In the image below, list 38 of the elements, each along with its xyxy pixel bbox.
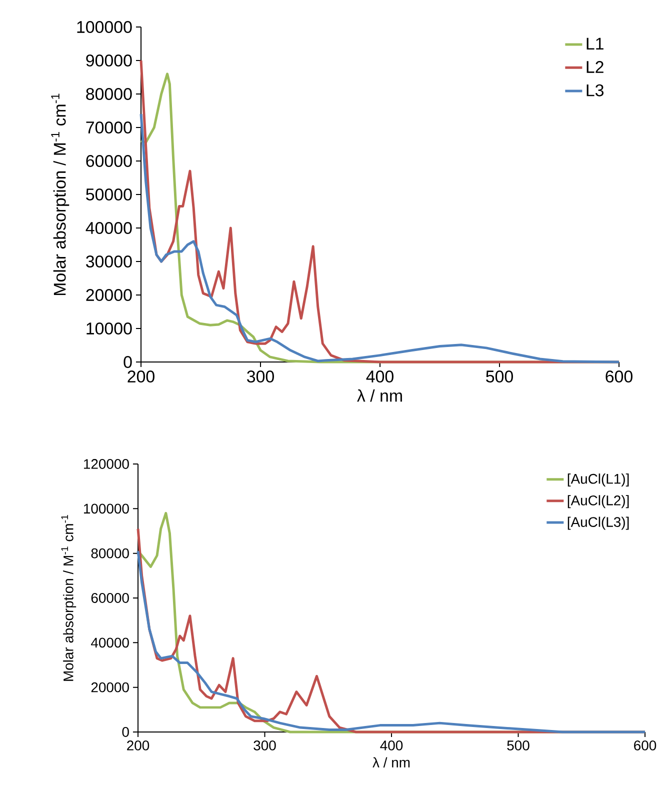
x-tick-label: 200 <box>127 740 150 750</box>
x-tick-label: 300 <box>254 740 276 750</box>
y-tick-label: 120000 <box>84 459 129 469</box>
legend-label: L2 <box>586 61 604 73</box>
legend-label: L1 <box>586 38 604 50</box>
y-tick-label: 60000 <box>91 593 129 603</box>
y-axis-title: Molar absorption / M$^{-1}$ cm$^{-1}$ <box>61 514 76 681</box>
x-tick-label: 500 <box>486 370 513 383</box>
y-tick-label: 100000 <box>84 504 129 514</box>
y-tick-label: 30000 <box>86 255 132 268</box>
x-tick-label: 300 <box>247 370 274 383</box>
y-tick-label: 60000 <box>86 154 132 167</box>
y-tick-label: 100000 <box>77 20 132 33</box>
legend-label: [AuCl(L3)] <box>568 516 629 530</box>
legend-label: [AuCl(L2)] <box>568 495 629 508</box>
x-tick-label: 400 <box>366 370 394 383</box>
x-tick-label: 400 <box>380 740 403 750</box>
x-tick-label: 200 <box>128 370 154 383</box>
x-tick-label: 600 <box>634 740 656 750</box>
x-tick-label: 600 <box>606 370 632 383</box>
x-axis-title: λ / nm <box>357 389 402 402</box>
y-axis-title: Molar absorption / M$^{-1}$ cm$^{-1}$ <box>51 94 70 295</box>
y-tick-label: 50000 <box>86 188 132 200</box>
y-tick-label: 40000 <box>91 638 129 648</box>
y-tick-label: 0 <box>124 356 132 368</box>
legend-label: L3 <box>586 84 604 96</box>
x-axis-title: λ / nm <box>372 757 410 768</box>
legend-label: [AuCl(L1)] <box>568 474 629 487</box>
y-tick-label: 90000 <box>86 54 132 66</box>
x-tick-label: 500 <box>507 740 530 750</box>
y-tick-label: 20000 <box>86 288 132 301</box>
y-tick-label: 80000 <box>86 88 132 100</box>
y-tick-label: 70000 <box>86 121 132 134</box>
y-tick-label: 40000 <box>86 222 132 234</box>
y-tick-label: 20000 <box>91 682 129 692</box>
y-tick-label: 0 <box>122 727 129 737</box>
y-tick-label: 80000 <box>91 548 129 558</box>
y-tick-label: 10000 <box>86 322 132 334</box>
